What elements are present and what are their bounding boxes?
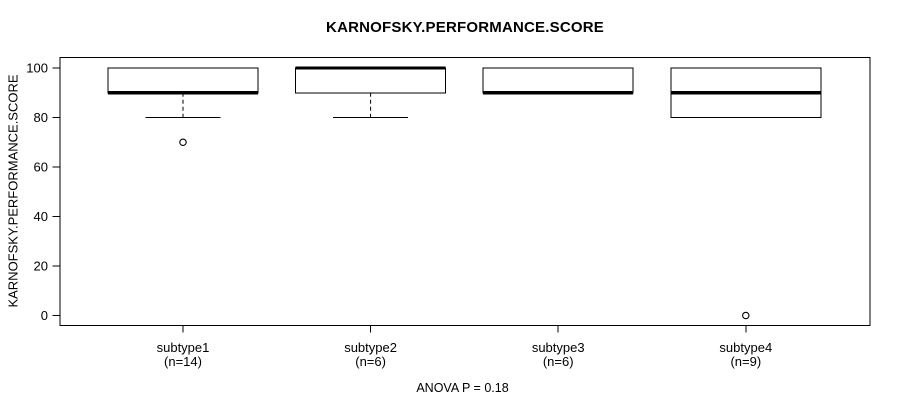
x-tick-label: subtype1 <box>157 340 210 355</box>
x-tick-sublabel: (n=6) <box>355 354 386 369</box>
y-tick-label: 80 <box>34 110 48 125</box>
y-tick-label: 0 <box>41 308 48 323</box>
x-tick-label: subtype3 <box>532 340 585 355</box>
x-tick-label: subtype4 <box>719 340 772 355</box>
outlier-point <box>179 138 187 147</box>
x-tick-sublabel: (n=14) <box>164 354 202 369</box>
y-tick-label: 20 <box>34 259 48 274</box>
x-tick-sublabel: (n=9) <box>730 354 761 369</box>
x-tick-label: subtype2 <box>344 340 397 355</box>
y-tick-label: 100 <box>26 61 48 76</box>
plot-frame <box>59 57 871 326</box>
box <box>107 67 259 94</box>
chart-title: KARNOFSKY.PERFORMANCE.SCORE <box>326 19 604 36</box>
box <box>482 67 634 94</box>
y-tick-label: 60 <box>34 160 48 175</box>
outlier-point <box>742 311 750 320</box>
y-tick-label: 40 <box>34 209 48 224</box>
box <box>295 67 447 94</box>
anova-caption: ANOVA P = 0.18 <box>416 381 509 395</box>
x-tick-sublabel: (n=6) <box>543 354 574 369</box>
